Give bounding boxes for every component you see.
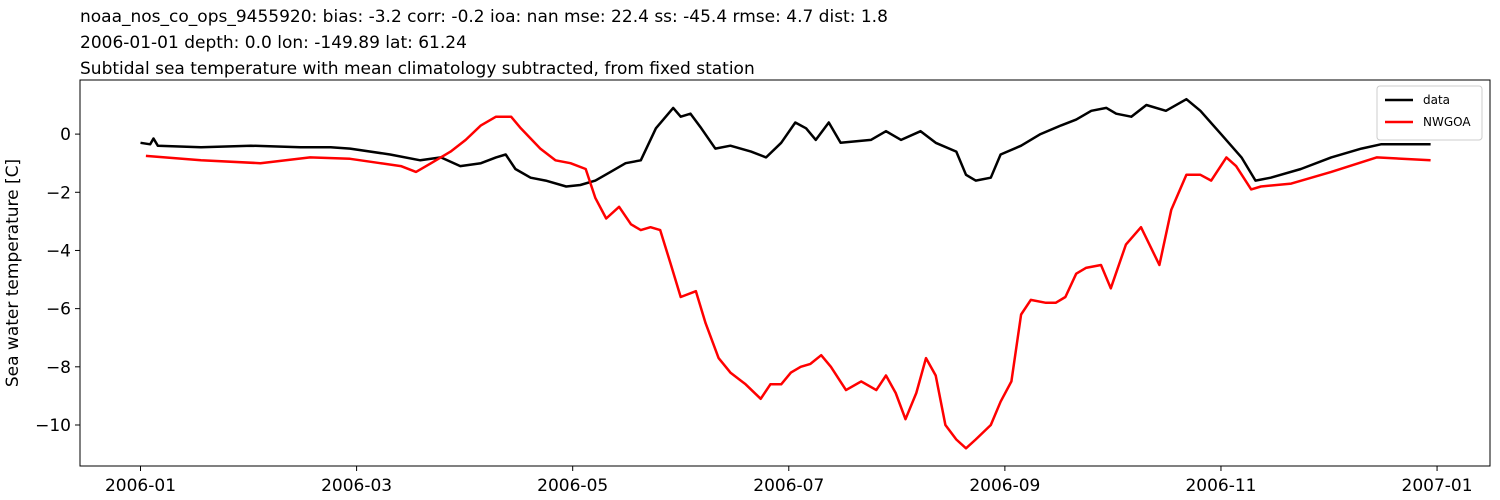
y-tick-label: −6 xyxy=(46,300,71,320)
title-line: Subtidal sea temperature with mean clima… xyxy=(80,59,755,79)
x-tick-label: 2006-09 xyxy=(969,476,1040,496)
y-tick-label: −2 xyxy=(46,183,71,203)
x-tick-label: 2006-07 xyxy=(753,476,824,496)
line-series xyxy=(145,115,1431,450)
y-tick-label: −8 xyxy=(46,358,71,378)
plot-frame xyxy=(79,79,1491,467)
legend: data NWGOA xyxy=(1376,85,1483,141)
title-line: 2006-01-01 depth: 0.0 lon: -149.89 lat: … xyxy=(80,33,467,53)
x-tick-label: 2006-11 xyxy=(1185,476,1256,496)
x-tick-label: 2006-03 xyxy=(321,476,392,496)
x-tick-label: 2006-05 xyxy=(537,476,608,496)
y-tick-label: −10 xyxy=(35,416,71,436)
x-tick-label: 2006-01 xyxy=(105,476,176,496)
legend-label: data xyxy=(1423,93,1450,107)
y-tick-label: 0 xyxy=(60,125,71,145)
title-line: noaa_nos_co_ops_9455920: bias: -3.2 corr… xyxy=(80,7,888,27)
x-tick-label: 2007-01 xyxy=(1402,476,1473,496)
line-series xyxy=(140,97,1431,188)
legend-label: NWGOA xyxy=(1423,115,1471,129)
y-axis-label: Sea water temperature [C] xyxy=(3,159,23,387)
y-tick-label: −4 xyxy=(46,241,71,261)
